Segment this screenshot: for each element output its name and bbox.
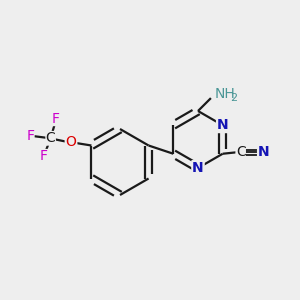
Text: F: F: [52, 112, 60, 126]
Text: N: N: [257, 145, 269, 159]
Text: F: F: [26, 129, 34, 143]
Text: O: O: [66, 135, 76, 149]
Text: N: N: [217, 118, 229, 132]
Text: F: F: [40, 149, 48, 163]
Text: C: C: [236, 145, 246, 159]
Text: C: C: [46, 131, 56, 145]
Text: 2: 2: [230, 93, 237, 103]
Text: NH: NH: [214, 88, 235, 101]
Text: N: N: [192, 161, 204, 175]
